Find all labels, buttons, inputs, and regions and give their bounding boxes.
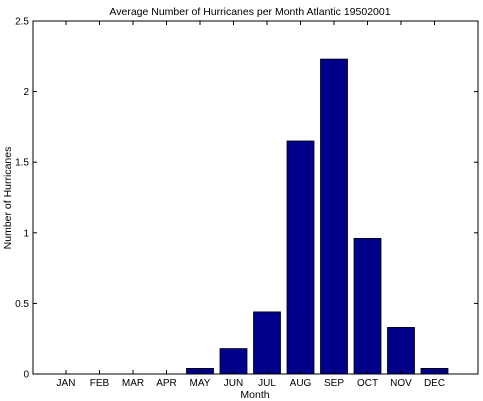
x-tick-label: FEB [90,378,110,389]
plot-frame [32,20,479,375]
x-tick-label: SEP [324,378,344,389]
bar-jun [219,348,248,375]
bar-jul [253,311,281,375]
bar-nov [387,326,415,375]
y-axis-label: Number of Hurricanes [2,147,14,250]
x-tick-label: NOV [390,378,412,389]
x-axis-ticks: JAN FEB MAR APR MAY JUN JUL AUG SEP OCT NOV DEC [57,21,445,389]
y-tick-label: 0.5 [15,299,29,310]
x-tick-label: OCT [357,378,378,389]
y-axis-ticks: 0 0.5 1 1.5 2 2.5 [15,17,478,381]
x-tick-label: AUG [290,378,312,389]
bar-sep [320,58,348,375]
x-tick-label: JAN [57,378,76,389]
bar-aug [286,140,315,375]
y-tick-label: 1.5 [15,158,29,169]
x-tick-label: DEC [424,378,445,389]
y-tick-label: 0 [23,370,29,381]
x-tick-label: JUN [224,378,243,389]
y-tick-label: 2.5 [15,17,29,28]
x-tick-label: APR [156,378,177,389]
chart-title: Average Number of Hurricanes per Month A… [109,6,390,18]
x-tick-label: MAR [122,378,144,389]
y-tick-label: 2 [23,87,29,98]
bars [186,58,449,375]
bar-oct [353,237,382,375]
y-tick-label: 1 [23,228,29,239]
x-tick-label: MAY [190,378,211,389]
x-tick-label: JUL [258,378,276,389]
x-axis-label: Month [240,389,269,401]
